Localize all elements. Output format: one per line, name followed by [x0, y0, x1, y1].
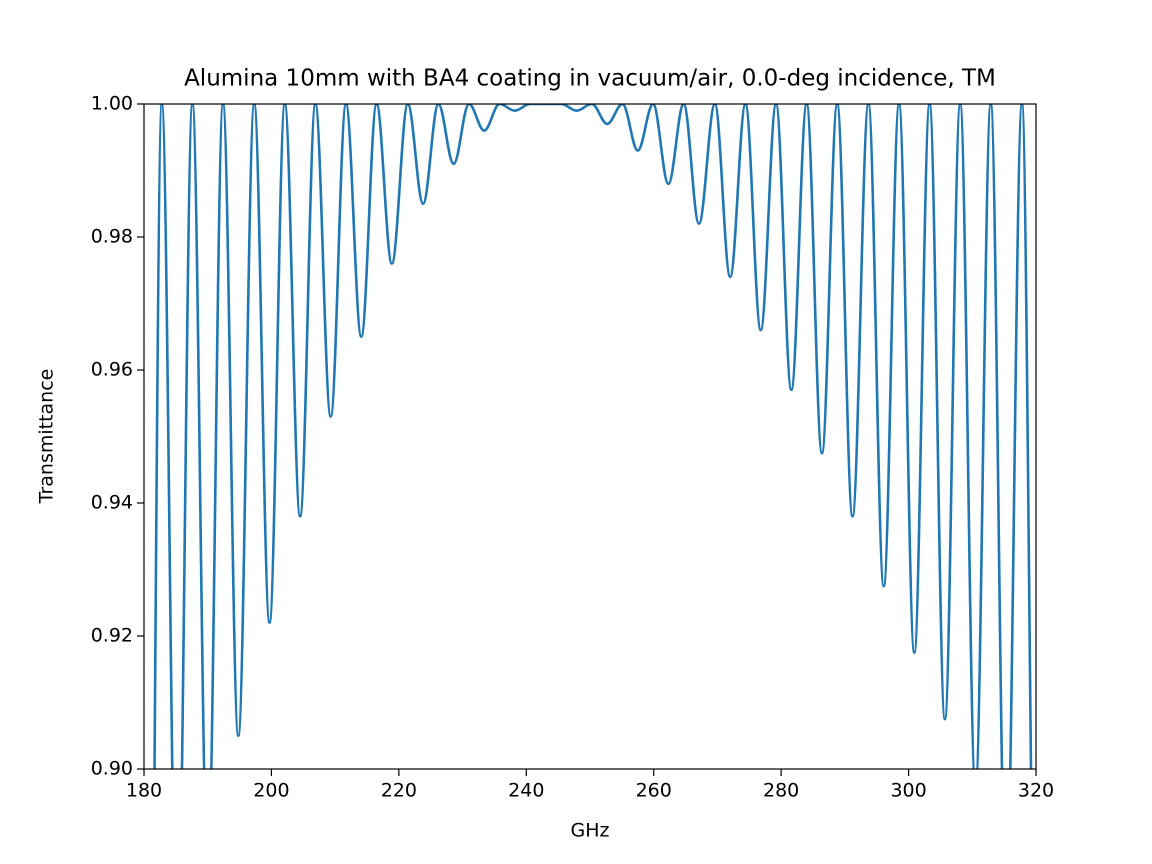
y-tick-label: 0.98	[91, 226, 133, 248]
x-tick-label: 260	[636, 780, 672, 802]
x-axis-label: GHz	[571, 820, 610, 842]
x-tick-label: 180	[126, 780, 162, 802]
y-tick-label: 0.92	[91, 625, 133, 647]
y-tick-label: 0.90	[91, 758, 133, 780]
y-tick-label: 0.96	[91, 359, 133, 381]
plot-frame	[143, 103, 1037, 770]
x-tick-label: 280	[763, 780, 799, 802]
y-tick-label: 1.00	[91, 93, 133, 115]
x-tick-label: 300	[890, 780, 926, 802]
chart-title: Alumina 10mm with BA4 coating in vacuum/…	[184, 66, 996, 92]
data-line	[153, 104, 1033, 769]
y-tick-label: 0.94	[91, 492, 133, 514]
x-tick-label: 220	[381, 780, 417, 802]
x-tick-label: 240	[508, 780, 544, 802]
x-tick-label: 320	[1018, 780, 1054, 802]
y-axis-label: Transmittance	[36, 369, 58, 505]
x-tick-label: 200	[253, 780, 289, 802]
